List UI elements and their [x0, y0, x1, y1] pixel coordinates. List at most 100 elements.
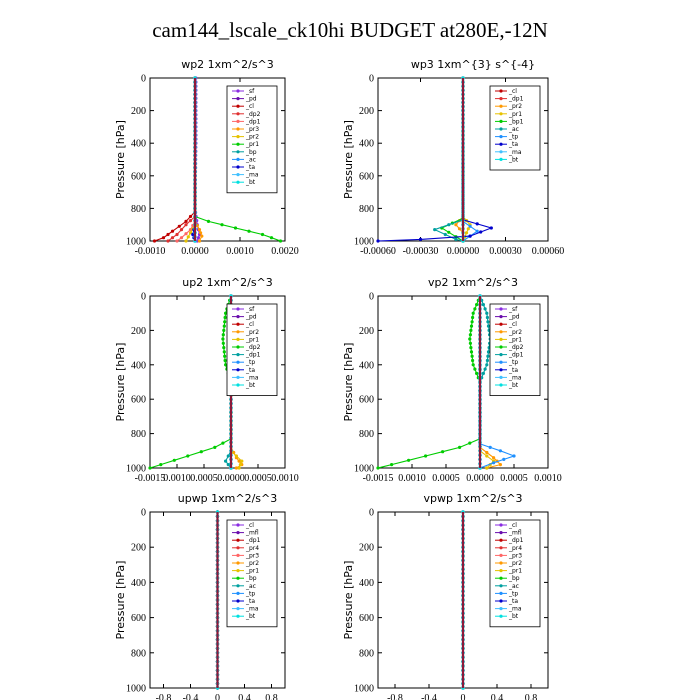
data-point: [148, 466, 152, 470]
legend-entry: _tp: [508, 134, 518, 141]
data-point: [222, 324, 226, 328]
data-point: [470, 320, 474, 324]
y-tick-label: 200: [131, 326, 146, 337]
data-point: [468, 441, 472, 445]
legend-marker: [236, 360, 240, 364]
legend-entry: _cl: [508, 88, 517, 95]
x-tick-label: -0.00030: [403, 246, 439, 257]
legend-marker: [499, 315, 503, 319]
legend: _cl_dp1_pr2_pr1_bp1_ac_tp_ta_ma_bt: [489, 85, 541, 171]
legend-marker: [236, 569, 240, 573]
data-point: [464, 231, 469, 235]
y-tick-label: 400: [359, 578, 374, 589]
data-point: [197, 239, 202, 243]
data-point: [200, 234, 204, 238]
data-point: [468, 333, 472, 337]
legend-marker: [236, 383, 240, 387]
data-point: [471, 363, 475, 367]
data-point: [186, 235, 190, 239]
legend-entry: _ac: [245, 156, 256, 163]
legend-entry: _pr1: [245, 141, 259, 148]
legend-entry: _sf: [245, 306, 255, 313]
legend-marker: [236, 322, 240, 326]
panel-title: upwp 1xm^2/s^3: [178, 492, 278, 505]
data-point: [199, 231, 203, 235]
legend-entry: _ta: [245, 367, 255, 374]
data-point: [224, 363, 228, 367]
legend-marker: [236, 97, 240, 101]
data-point: [184, 239, 188, 243]
x-tick-label: 0.0005: [500, 473, 528, 484]
series-line: [377, 295, 481, 469]
data-point: [269, 236, 274, 240]
legend-entry: _bt: [508, 613, 519, 620]
legend-entry: _pr1: [245, 568, 259, 575]
panel-wp3: wp3 1xm^{3} s^{-4} Pressure [hPa] 0 200 400 6…: [342, 58, 564, 257]
legend: _sf_pd_cl_pr2_pr1_dp2_dp1_tp_ta_ma_bt: [226, 303, 278, 396]
legend: _cl_mfl_dp1_pr4_pr3_pr2_pr1_bp_ac_tp_ta_…: [489, 519, 541, 628]
legend-marker: [499, 112, 503, 116]
legend-entry: _ma: [508, 374, 522, 381]
data-point: [486, 354, 490, 358]
legend-entry: _pr1: [508, 568, 522, 575]
legend-entry: _bp: [245, 149, 257, 156]
y-tick-label: 400: [131, 139, 146, 150]
data-point: [233, 226, 238, 230]
legend-marker: [499, 353, 503, 357]
y-tick-label: 800: [359, 204, 374, 215]
legend-marker: [236, 576, 240, 580]
y-tick-label: 0: [141, 508, 146, 519]
legend-marker: [499, 538, 503, 542]
y-tick-label: 1000: [126, 237, 146, 248]
data-point: [376, 239, 380, 243]
legend: _sf_pd_cl_pr2_pr1_dp2_dp1_tp_ta_ma_bt: [489, 303, 541, 396]
data-point: [479, 230, 483, 234]
series-cl: [152, 76, 197, 243]
x-tick-label: 0.00030: [489, 246, 522, 257]
data-point: [485, 466, 489, 470]
legend-marker: [499, 330, 503, 334]
data-point: [502, 457, 506, 461]
series-dp2: [148, 294, 233, 470]
y-tick-label: 200: [131, 106, 146, 117]
legend-marker: [499, 599, 503, 603]
plot-frame: [149, 77, 286, 242]
x-tick-label: 0: [215, 693, 220, 700]
legend-entry: _dp2: [245, 111, 261, 118]
series-line: [462, 78, 479, 242]
data-point: [458, 445, 462, 449]
data-point: [179, 228, 184, 232]
x-tick-label: 0.0010: [226, 246, 254, 257]
x-tick-label: 0: [461, 693, 466, 700]
legend-entry: _mfl: [508, 530, 522, 537]
data-point: [170, 229, 175, 233]
panel-vp2: vp2 1xm^2/s^3 Pressure [hPa] 0 200 400 600 800…: [342, 276, 562, 484]
data-point: [443, 232, 447, 237]
y-axis-label: Pressure [hPa]: [342, 343, 355, 422]
legend-entry: _cl: [245, 321, 254, 328]
data-point: [175, 232, 179, 237]
data-point: [184, 232, 188, 236]
data-point: [418, 237, 423, 241]
x-tick-label: 0.0000: [466, 473, 494, 484]
data-point: [175, 239, 179, 243]
y-tick-label: 800: [359, 429, 374, 440]
legend-entry: _tp: [508, 590, 518, 597]
data-point: [489, 226, 493, 230]
legend-marker: [236, 165, 240, 169]
legend-marker: [499, 561, 503, 565]
y-tick-label: 600: [359, 171, 374, 182]
legend-entry: _bt: [245, 613, 256, 620]
data-point: [471, 311, 475, 315]
data-point: [223, 354, 227, 358]
legend-entry: _ma: [245, 606, 259, 613]
data-point: [166, 232, 170, 237]
legend-marker: [499, 576, 503, 580]
data-point: [486, 324, 491, 328]
legend-marker: [236, 150, 240, 154]
legend-marker: [499, 157, 503, 161]
data-point: [237, 466, 241, 470]
legend-entry: _pr2: [245, 134, 259, 141]
data-point: [376, 466, 380, 470]
legend-marker: [499, 360, 503, 364]
